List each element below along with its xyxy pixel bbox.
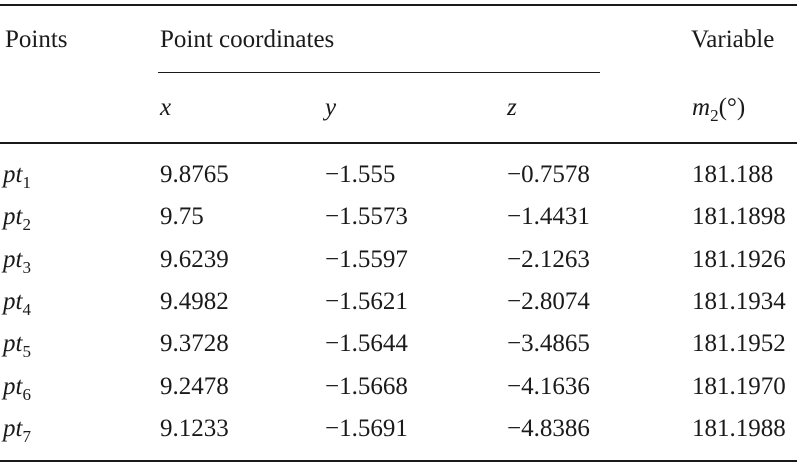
table-row-point: pt5 [3, 329, 31, 361]
header-variable: Variable [691, 26, 775, 53]
table-cell-z: −1.4431 [507, 203, 590, 230]
point-subscript: 4 [22, 300, 31, 319]
table-row-point: pt7 [3, 414, 31, 446]
table-cell-x: 9.1233 [160, 415, 229, 442]
table-row-point: pt2 [3, 202, 31, 234]
point-label: pt [3, 330, 23, 357]
point-label: pt [3, 288, 23, 315]
table-cell-z: −0.7578 [507, 161, 590, 188]
table-cell-m: 181.1970 [692, 373, 786, 400]
point-subscript: 5 [22, 342, 31, 361]
table-cell-x: 9.8765 [160, 161, 229, 188]
point-label: pt [3, 246, 23, 273]
table-cell-z: −4.8386 [507, 415, 590, 442]
table-cell-x: 9.6239 [160, 246, 229, 273]
point-subscript: 3 [22, 258, 31, 277]
table-cell-m: 181.1926 [692, 246, 786, 273]
table-row-point: pt6 [3, 372, 31, 404]
point-subscript: 6 [22, 385, 31, 404]
point-label: pt [3, 161, 23, 188]
table-cell-y: −1.5573 [325, 203, 408, 230]
table-mid-rule [0, 142, 797, 144]
header-y: y [325, 94, 337, 121]
table-cell-m: 181.1988 [692, 415, 786, 442]
header-m2-unit: (°) [718, 94, 746, 121]
table-cell-x: 9.2478 [160, 373, 229, 400]
table-cell-m: 181.1898 [692, 203, 786, 230]
table-row-point: pt3 [3, 245, 31, 277]
point-label: pt [3, 203, 23, 230]
table-cell-z: −4.1636 [507, 373, 590, 400]
point-label: pt [3, 373, 23, 400]
table-cell-x: 9.75 [160, 203, 204, 230]
point-subscript: 7 [22, 427, 31, 446]
table-row-point: pt1 [3, 160, 31, 192]
table-cell-y: −1.5691 [325, 415, 408, 442]
header-m2: m2(°) [692, 93, 745, 125]
table-cell-x: 9.4982 [160, 288, 229, 315]
point-subscript: 1 [22, 173, 31, 192]
table-cell-y: −1.5668 [325, 373, 408, 400]
header-z: z [507, 94, 517, 121]
table-cell-m: 181.1952 [692, 330, 786, 357]
point-label: pt [3, 415, 23, 442]
header-x: x [160, 94, 172, 121]
table-cell-z: −2.1263 [507, 246, 590, 273]
table-cell-y: −1.5597 [325, 246, 408, 273]
coordinates-span-rule [158, 72, 600, 74]
table-top-rule [0, 4, 797, 6]
header-points: Points [5, 26, 68, 53]
table-cell-y: −1.5621 [325, 288, 408, 315]
header-m2-var: m [692, 94, 711, 121]
table-cell-m: 181.188 [692, 161, 774, 188]
table-cell-y: −1.5644 [325, 330, 408, 357]
table-cell-y: −1.555 [325, 161, 396, 188]
table-bottom-rule [0, 460, 797, 462]
header-m2-sub: 2 [710, 106, 719, 125]
table-row-point: pt4 [3, 287, 31, 319]
table-cell-m: 181.1934 [692, 288, 786, 315]
table-cell-x: 9.3728 [160, 330, 229, 357]
table-cell-z: −3.4865 [507, 330, 590, 357]
point-subscript: 2 [22, 215, 31, 234]
header-point-coordinates: Point coordinates [160, 26, 335, 53]
table-cell-z: −2.8074 [507, 288, 590, 315]
